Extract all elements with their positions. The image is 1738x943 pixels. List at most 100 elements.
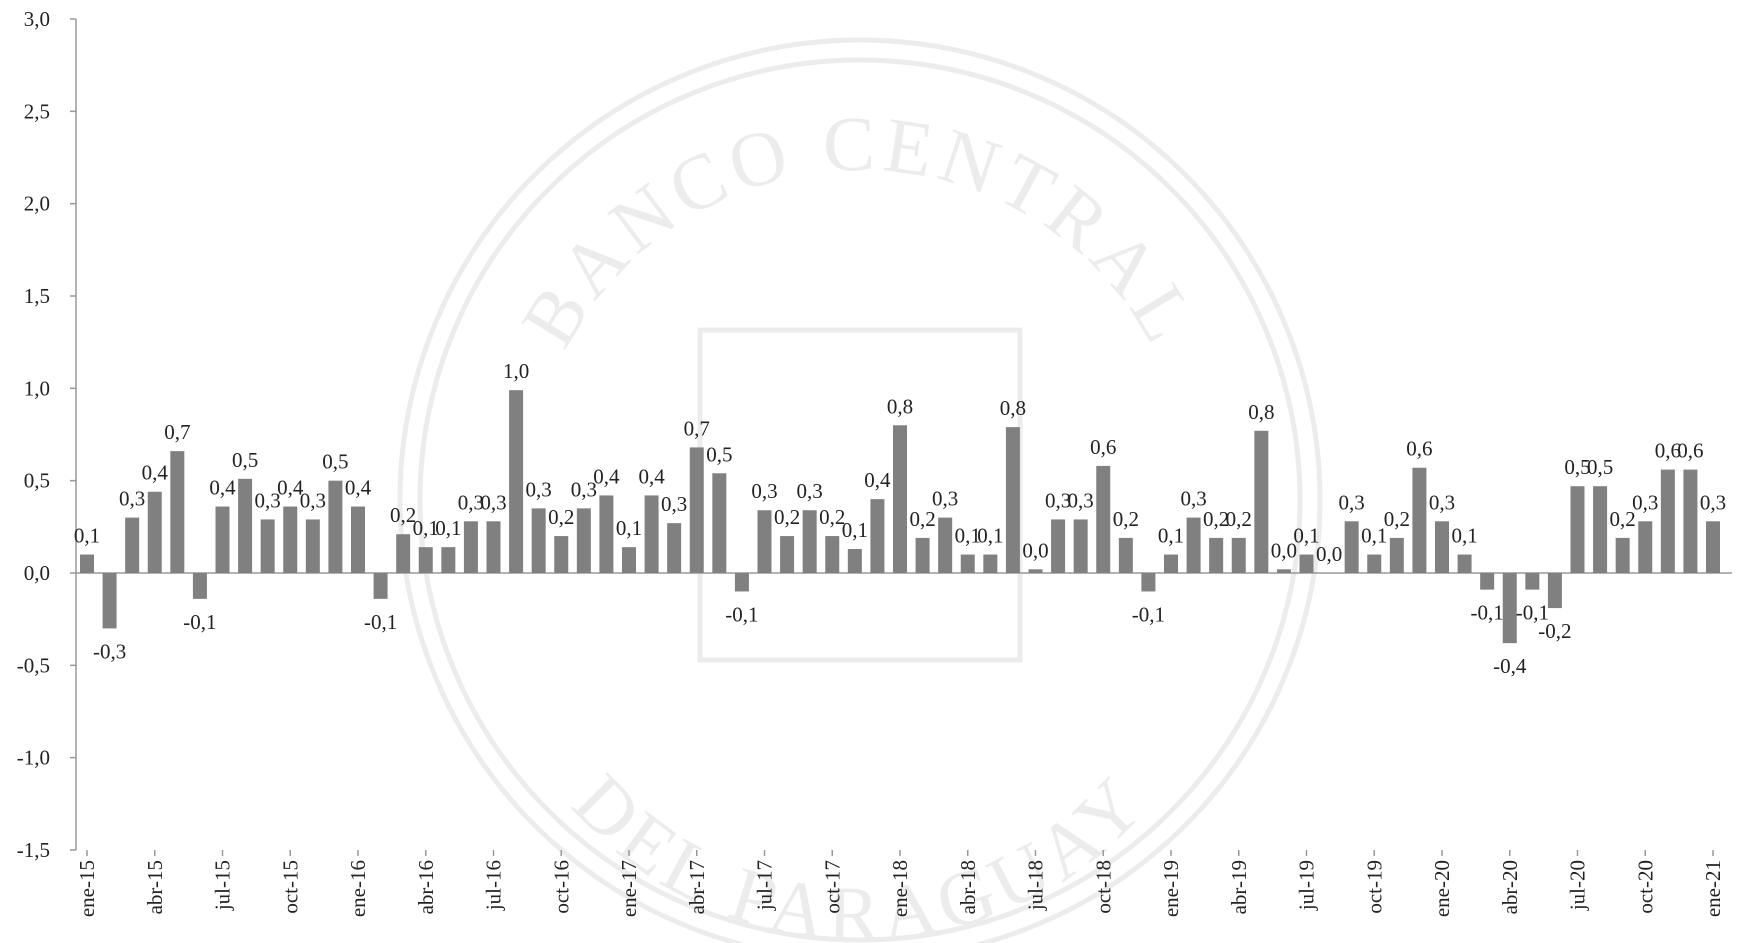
x-tick-label: ene-19 — [1159, 860, 1183, 917]
bar — [1683, 469, 1698, 573]
data-label: -0,1 — [1471, 601, 1504, 625]
x-tick-label: ene-17 — [617, 860, 641, 917]
bar — [1276, 569, 1291, 573]
y-tick-label: 2,0 — [24, 192, 50, 216]
data-label: 0,3 — [526, 477, 552, 501]
data-label: 0,8 — [887, 394, 913, 418]
bar — [1051, 519, 1066, 573]
data-label: 0,3 — [751, 479, 777, 503]
bar — [1367, 554, 1382, 573]
bar — [441, 547, 456, 573]
bar — [1118, 537, 1133, 573]
data-label: 0,1 — [1361, 524, 1387, 548]
bar — [1706, 521, 1720, 573]
data-label: 0,3 — [1180, 487, 1206, 511]
x-tick-label: jul-15 — [211, 860, 235, 911]
data-label: 0,1 — [1158, 524, 1184, 548]
data-label: 0,5 — [1587, 455, 1613, 479]
bar — [667, 523, 682, 573]
x-tick-label: jul-20 — [1566, 860, 1590, 911]
x-tick-label: ene-20 — [1430, 860, 1454, 917]
data-label: 0,2 — [1610, 507, 1636, 531]
data-label: 0,3 — [300, 488, 326, 512]
bar — [463, 521, 478, 573]
data-label: 0,1 — [955, 524, 981, 548]
bar — [938, 517, 953, 573]
data-label: 0,3 — [571, 477, 597, 501]
data-label: 0,4 — [209, 476, 236, 500]
bar — [1164, 554, 1178, 573]
data-label: 0,1 — [842, 518, 868, 542]
y-tick-label: -1,0 — [17, 746, 50, 770]
bar — [1525, 573, 1540, 590]
x-tick-label: jul-17 — [753, 860, 777, 911]
bar — [915, 537, 930, 573]
bar — [1457, 554, 1472, 573]
data-label: 0,7 — [164, 420, 190, 444]
bar — [147, 491, 162, 573]
data-label: 0,1 — [435, 516, 461, 540]
x-tick-label: oct-16 — [549, 860, 573, 914]
watermark-ring — [417, 57, 1303, 943]
bar — [1141, 573, 1156, 592]
data-label: 0,4 — [864, 468, 891, 492]
data-label: 0,2 — [909, 507, 935, 531]
data-label: 0,3 — [1339, 490, 1365, 514]
x-tick-label: abr-15 — [143, 860, 167, 914]
x-tick-label: jul-18 — [1024, 860, 1048, 911]
x-tick-label: oct-17 — [820, 860, 844, 914]
bar — [1344, 521, 1359, 573]
data-label: 0,3 — [480, 490, 506, 514]
x-tick-label: abr-19 — [1227, 860, 1251, 914]
x-tick-label: oct-19 — [1362, 860, 1386, 914]
bar — [1660, 469, 1675, 573]
bar — [283, 506, 298, 573]
x-tick-label: abr-20 — [1498, 860, 1522, 914]
bar — [757, 510, 772, 573]
data-label: 0,4 — [593, 464, 620, 488]
bar — [870, 499, 885, 573]
bar — [328, 480, 343, 573]
data-label: -0,1 — [725, 602, 758, 626]
data-label: -0,1 — [1132, 602, 1165, 626]
bar — [734, 573, 749, 592]
x-tick-label: oct-15 — [278, 860, 302, 914]
bar — [1593, 486, 1608, 573]
data-label: 0,0 — [1271, 538, 1297, 562]
data-label: 0,6 — [1406, 437, 1432, 461]
bar — [1073, 519, 1088, 573]
data-label: 0,6 — [1655, 439, 1681, 463]
bar — [396, 534, 411, 573]
data-label: 0,2 — [390, 503, 416, 527]
data-label: 0,1 — [413, 516, 439, 540]
bar — [1638, 521, 1653, 573]
bar — [1412, 467, 1427, 573]
bar — [802, 510, 817, 573]
data-label: 0,4 — [277, 476, 304, 500]
data-label: -0,1 — [364, 610, 397, 634]
bar — [622, 547, 636, 573]
bar — [125, 517, 140, 573]
bar — [170, 451, 185, 573]
watermark-text: DEL PARAGUAY — [557, 757, 1163, 943]
bar — [305, 519, 320, 573]
y-tick-label: 0,0 — [24, 561, 50, 585]
data-label: 0,3 — [932, 487, 958, 511]
y-tick-label: 1,0 — [24, 376, 50, 400]
data-label: -0,3 — [93, 639, 126, 663]
data-label: -0,2 — [1538, 619, 1571, 643]
bar — [509, 390, 524, 573]
data-label: 0,5 — [1564, 455, 1590, 479]
data-label: 0,3 — [1700, 490, 1726, 514]
data-label: 0,8 — [1248, 400, 1274, 424]
y-tick-label: 2,5 — [24, 99, 50, 123]
bar — [260, 519, 275, 573]
data-label: 0,2 — [819, 505, 845, 529]
data-label: 0,3 — [797, 479, 823, 503]
data-label: 0,1 — [1293, 524, 1319, 548]
bar — [1096, 465, 1111, 573]
bar — [960, 554, 975, 573]
bar — [486, 521, 501, 573]
bar — [238, 478, 253, 573]
